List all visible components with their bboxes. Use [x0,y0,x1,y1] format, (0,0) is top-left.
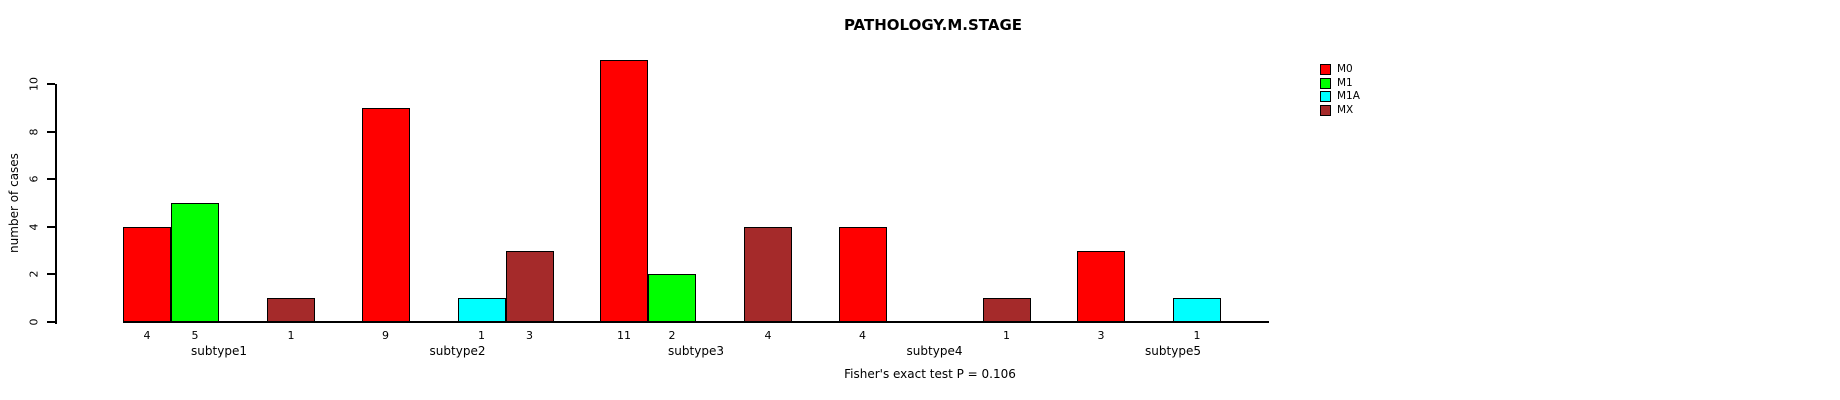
group-label: subtype4 [906,344,963,358]
legend-swatch [1320,91,1331,102]
y-tick-label: 2 [27,270,41,278]
y-tick-label: 10 [27,77,41,91]
y-tick [47,130,55,133]
bar [744,226,792,322]
x-axis-line [123,321,1269,323]
group-label: subtype5 [1145,344,1201,358]
bar [1173,298,1221,322]
legend: M0 M1 M1A MX [1320,64,1360,116]
bar-value-label: 3 [526,329,533,342]
legend-item: M1A [1320,91,1360,102]
bar-value-label: 5 [191,329,199,342]
bar-value-label: 1 [1193,329,1201,342]
bar [457,298,506,322]
group-label: subtype2 [429,344,486,358]
legend-item: M1 [1320,76,1360,89]
bar [648,274,696,322]
y-axis-title: number of cases [7,153,21,253]
y-tick-label: 0 [27,318,41,326]
bar-value-label: 1 [287,329,295,342]
y-tick-label: 6 [27,175,41,183]
legend-label: M1A [1337,90,1360,102]
legend-item: MX [1320,103,1360,116]
bar-value-label: 2 [668,329,676,342]
y-tick [47,178,55,181]
bar [123,226,171,322]
bar [171,203,219,322]
bar [1077,250,1125,322]
y-tick [47,83,55,85]
group-label: subtype3 [668,344,724,358]
legend-item: M0 [1320,64,1360,75]
bar-value-label: 4 [143,329,151,342]
bar-value-label: 3 [1097,329,1105,342]
bar [267,298,315,322]
bar [838,226,887,322]
bar-value-label: 1 [478,329,485,342]
footer-note: Fisher's exact test P = 0.106 [844,367,1016,381]
bar [600,60,648,322]
bar-value-label: 9 [382,329,389,342]
y-tick [47,321,55,323]
legend-swatch [1320,64,1331,75]
legend-swatch [1320,77,1331,89]
bar-value-label: 4 [859,329,866,342]
y-tick-label: 4 [27,223,41,231]
legend-swatch [1320,104,1331,116]
chart-title: PATHOLOGY.M.STAGE [843,16,1023,34]
y-tick-label: 8 [27,128,41,136]
legend-label: M0 [1337,63,1353,75]
bar [982,298,1031,322]
y-tick [47,273,55,276]
bar [505,250,554,322]
bar-value-label: 11 [617,329,631,342]
legend-label: MX [1337,103,1354,116]
y-tick [47,225,55,228]
y-axis-line [55,84,57,324]
group-label: subtype1 [191,344,247,358]
legend-label: M1 [1337,76,1353,89]
bar [361,107,410,322]
bar-value-label: 1 [1003,329,1010,342]
bar-value-label: 4 [764,329,772,342]
